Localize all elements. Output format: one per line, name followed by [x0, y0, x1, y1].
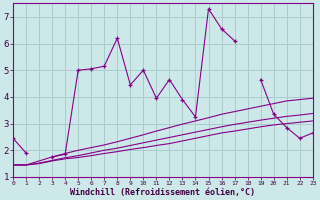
X-axis label: Windchill (Refroidissement éolien,°C): Windchill (Refroidissement éolien,°C) [70, 188, 255, 197]
